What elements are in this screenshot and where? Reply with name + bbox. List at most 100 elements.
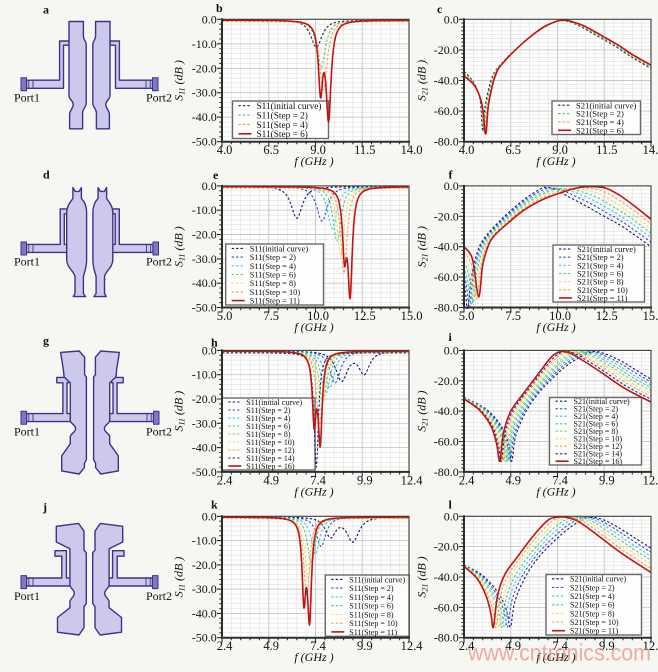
svg-text:f (GHz ): f (GHz ) — [536, 320, 575, 334]
svg-text:g: g — [43, 334, 49, 348]
svg-text:www.cntronics.com: www.cntronics.com — [467, 640, 651, 666]
svg-text:S21(initial curve): S21(initial curve) — [577, 245, 636, 254]
svg-text:0.0: 0.0 — [202, 179, 217, 193]
svg-text:2.4: 2.4 — [459, 639, 475, 653]
svg-text:12.5: 12.5 — [354, 309, 376, 323]
svg-text:b: b — [216, 1, 223, 15]
svg-text:-20.0: -20.0 — [434, 209, 459, 223]
svg-text:-80.0: -80.0 — [434, 301, 459, 315]
svg-text:6.5: 6.5 — [263, 143, 279, 157]
svg-text:9.0: 9.0 — [552, 143, 568, 157]
svg-text:S21(Step = 11): S21(Step = 11) — [570, 627, 619, 636]
svg-text:9.9: 9.9 — [599, 639, 615, 653]
svg-text:-40.0: -40.0 — [192, 441, 217, 455]
svg-text:f (GHz ): f (GHz ) — [294, 650, 333, 664]
svg-text:6.5: 6.5 — [505, 143, 521, 157]
svg-text:7.4: 7.4 — [310, 473, 326, 487]
svg-text:i: i — [449, 330, 453, 344]
svg-text:-20.0: -20.0 — [434, 540, 459, 554]
svg-text:11.5: 11.5 — [354, 143, 375, 157]
svg-text:S21(initial curve): S21(initial curve) — [570, 575, 627, 584]
svg-text:-60.0: -60.0 — [434, 104, 459, 118]
svg-text:9.9: 9.9 — [357, 473, 373, 487]
svg-text:S11(Step = 14): S11(Step = 14) — [246, 454, 295, 463]
svg-text:S11(initial curve): S11(initial curve) — [246, 398, 302, 407]
svg-text:Port1: Port1 — [14, 589, 40, 603]
svg-text:-10.0: -10.0 — [192, 368, 217, 382]
svg-text:-40.0: -40.0 — [434, 240, 459, 254]
svg-text:S11(Step = 2): S11(Step = 2) — [349, 584, 394, 593]
svg-text:9.0: 9.0 — [310, 143, 326, 157]
svg-text:0.0: 0.0 — [444, 509, 459, 523]
svg-text:7.4: 7.4 — [552, 639, 568, 653]
svg-text:f: f — [449, 168, 454, 182]
svg-text:S21(Step = 6): S21(Step = 6) — [576, 125, 624, 135]
svg-text:-20.0: -20.0 — [434, 43, 459, 57]
svg-text:S11(Step = 2): S11(Step = 2) — [257, 110, 308, 121]
svg-text:4.9: 4.9 — [505, 473, 521, 487]
svg-text:-80.0: -80.0 — [434, 465, 459, 479]
svg-text:-20.0: -20.0 — [434, 374, 459, 388]
svg-text:12.4: 12.4 — [401, 639, 424, 653]
svg-text:5.0: 5.0 — [217, 309, 233, 323]
svg-text:11.5: 11.5 — [596, 143, 617, 157]
svg-text:S21(Step = 2): S21(Step = 2) — [574, 405, 619, 414]
svg-text:S11(Step = 10): S11(Step = 10) — [246, 438, 295, 447]
svg-text:-60.0: -60.0 — [434, 600, 459, 614]
svg-text:-60.0: -60.0 — [434, 435, 459, 449]
svg-text:0.0: 0.0 — [202, 12, 217, 26]
svg-text:f (GHz ): f (GHz ) — [536, 154, 575, 168]
svg-text:S11(Step = 2): S11(Step = 2) — [246, 406, 291, 415]
svg-text:-50.0: -50.0 — [192, 135, 217, 149]
svg-text:S21(Step = 2): S21(Step = 2) — [577, 253, 624, 262]
svg-text:f (GHz ): f (GHz ) — [294, 484, 333, 498]
svg-text:S21(Step = 2): S21(Step = 2) — [570, 583, 615, 592]
svg-text:k: k — [211, 498, 218, 512]
svg-text:-10.0: -10.0 — [192, 534, 217, 548]
svg-text:S11(Step = 4): S11(Step = 4) — [257, 120, 308, 131]
svg-text:S11(Step = 11): S11(Step = 11) — [349, 628, 397, 637]
svg-text:Port2: Port2 — [146, 425, 172, 439]
svg-text:4.9: 4.9 — [263, 639, 279, 653]
svg-text:d: d — [43, 168, 50, 182]
svg-text:S11(Step = 6): S11(Step = 6) — [250, 271, 296, 280]
svg-text:-40.0: -40.0 — [434, 404, 459, 418]
svg-text:12.5: 12.5 — [596, 309, 618, 323]
svg-text:S11(Step = 12): S11(Step = 12) — [246, 446, 295, 455]
svg-text:-20.0: -20.0 — [192, 558, 217, 572]
svg-text:S21(Step = 8): S21(Step = 8) — [570, 609, 615, 618]
svg-text:2.4: 2.4 — [217, 639, 233, 653]
svg-text:-40.0: -40.0 — [434, 74, 459, 88]
svg-text:S21(Step = 10): S21(Step = 10) — [577, 286, 628, 295]
svg-text:S21(Step = 6): S21(Step = 6) — [574, 420, 619, 429]
svg-text:S21(Step = 8): S21(Step = 8) — [574, 427, 619, 436]
svg-text:S11(Step = 8): S11(Step = 8) — [246, 430, 291, 439]
svg-text:S11(Step = 2): S11(Step = 2) — [250, 253, 296, 262]
svg-text:l: l — [449, 498, 453, 512]
svg-text:-50.0: -50.0 — [192, 301, 217, 315]
svg-text:-40.0: -40.0 — [434, 570, 459, 584]
svg-text:-30.0: -30.0 — [192, 582, 217, 596]
svg-text:h: h — [211, 336, 218, 350]
svg-text:S11(Step = 10): S11(Step = 10) — [349, 619, 398, 628]
svg-text:-10.0: -10.0 — [192, 203, 217, 217]
svg-text:S11(Step = 6): S11(Step = 6) — [246, 422, 291, 431]
svg-text:-40.0: -40.0 — [192, 110, 217, 124]
svg-text:5.0: 5.0 — [459, 309, 475, 323]
svg-text:4.0: 4.0 — [217, 143, 233, 157]
svg-text:4.0: 4.0 — [459, 143, 475, 157]
svg-text:-80.0: -80.0 — [434, 135, 459, 149]
svg-text:S21(Step = 2): S21(Step = 2) — [576, 109, 624, 119]
svg-text:S11(initial curve): S11(initial curve) — [257, 101, 322, 112]
svg-text:Port2: Port2 — [146, 254, 172, 268]
svg-text:f (GHz ): f (GHz ) — [536, 650, 575, 664]
svg-text:7.5: 7.5 — [263, 309, 279, 323]
svg-text:a: a — [43, 3, 49, 17]
svg-text:S21(Step = 6): S21(Step = 6) — [570, 601, 615, 610]
svg-text:12.4: 12.4 — [643, 639, 658, 653]
svg-text:9.9: 9.9 — [357, 639, 373, 653]
svg-text:S11(Step = 4): S11(Step = 4) — [250, 262, 296, 271]
svg-text:c: c — [437, 2, 443, 16]
svg-text:S21(Step = 8): S21(Step = 8) — [577, 278, 624, 287]
svg-text:10.0: 10.0 — [549, 309, 571, 323]
